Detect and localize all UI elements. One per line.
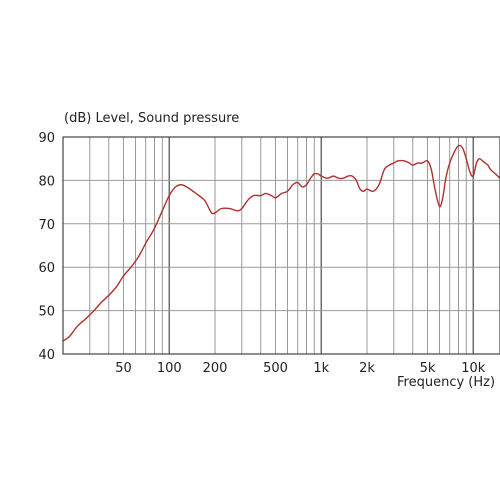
x-tick-label: 10k [461,361,486,376]
x-tick-label: 5k [420,361,436,376]
y-axis-title: (dB) Level, Sound pressure [64,111,239,126]
x-tick-label: 500 [263,361,288,376]
y-tick-label: 90 [38,131,55,146]
y-tick-label: 40 [38,348,55,363]
y-tick-label: 60 [38,261,55,276]
tick-labels: 40 50 60 70 80 90 50 100 200 500 1k 2k 5k 10k [38,131,485,376]
y-tick-label: 50 [38,305,55,320]
series-line [62,144,500,342]
grid [63,136,500,355]
plot-frame [62,136,500,355]
x-tick-label: 1k [313,361,329,376]
y-tick-label: 80 [38,174,55,189]
series-group [62,144,500,342]
y-tick-label: 70 [38,218,55,233]
x-tick-label: 100 [157,361,182,376]
x-tick-label: 2k [359,361,375,376]
x-axis-title: Frequency (Hz) [397,375,495,390]
x-tick-label: 200 [203,361,228,376]
x-tick-label: 50 [115,361,132,376]
